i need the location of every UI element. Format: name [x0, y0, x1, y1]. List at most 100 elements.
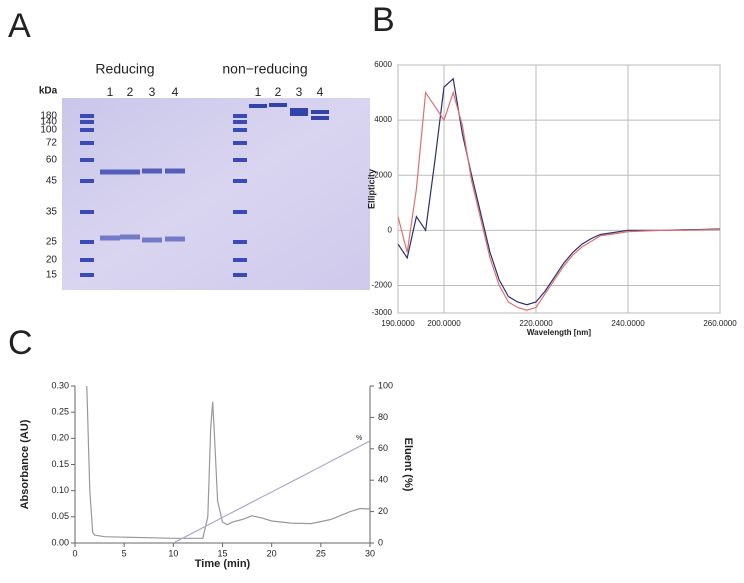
marker-label: 25 — [46, 237, 58, 248]
marker-label: 180 — [40, 111, 57, 122]
marker-band — [233, 128, 247, 132]
y2-tick-label: 20 — [378, 506, 388, 516]
lane-label: 1 — [255, 85, 262, 99]
marker-band — [233, 210, 247, 214]
y-tick-label: 0.20 — [51, 433, 69, 443]
protein-band — [165, 236, 185, 242]
lane-label: 3 — [296, 85, 303, 99]
marker-band — [233, 141, 247, 145]
y2-tick-label: 0 — [378, 537, 383, 547]
x-tick-label: 220.0000 — [519, 319, 553, 328]
data-line — [398, 90, 720, 311]
marker-label: 100 — [40, 125, 57, 136]
panel-label: C — [8, 324, 33, 362]
marker-band — [233, 158, 247, 162]
marker-band — [233, 273, 247, 277]
marker-label: 60 — [46, 155, 58, 166]
protein-band — [269, 103, 287, 107]
protein-band — [249, 104, 267, 108]
marker-band — [80, 258, 94, 262]
y-tick-label: 2000 — [374, 170, 392, 179]
y-tick-label: 0.05 — [51, 511, 69, 521]
lane-label: 1 — [107, 85, 114, 99]
unit-label: kDa — [39, 86, 58, 97]
protein-band — [290, 108, 308, 112]
x-tick-label: 15 — [217, 548, 227, 558]
y2-axis-label: Eluent (%) — [402, 438, 414, 492]
lane-label: 4 — [317, 85, 324, 99]
lane-label: 2 — [127, 85, 134, 99]
x-axis-label: Wavelength [nm] — [527, 328, 591, 337]
y2-tick-label: 40 — [378, 475, 388, 485]
gel-background — [62, 98, 370, 290]
x-tick-label: 10 — [168, 548, 178, 558]
y-tick-label: 6000 — [374, 60, 392, 69]
y-axis-label: Ellipticity — [366, 169, 376, 209]
marker-band — [233, 120, 247, 124]
annotation: % — [356, 435, 362, 442]
protein-band — [165, 168, 185, 174]
x-tick-label: 20 — [267, 548, 277, 558]
x-tick-label: 25 — [316, 548, 326, 558]
marker-band — [80, 120, 94, 124]
protein-band — [142, 168, 162, 174]
marker-band — [80, 114, 94, 118]
plot-frame — [397, 64, 721, 314]
hplc-chart: 0 5 10 15 20 25 30 0.00 0.05 0.10 0.15 0.20 0.25 0.30… — [19, 380, 414, 570]
cd-chart: 190.0000 200.0000 220.0000 240.0000 260.0000… — [366, 60, 737, 337]
lane-label: 3 — [149, 85, 156, 99]
protein-band — [100, 235, 120, 241]
data-line — [173, 440, 370, 543]
data-line — [398, 77, 720, 306]
lane-label: 2 — [275, 85, 282, 99]
group-label: Reducing — [95, 61, 154, 77]
marker-band — [80, 158, 94, 162]
protein-band — [120, 169, 140, 175]
marker-band — [233, 179, 247, 183]
group-label: non−reducing — [222, 61, 307, 77]
panel-label: B — [372, 1, 395, 39]
protein-band — [290, 112, 308, 116]
marker-band — [233, 114, 247, 118]
protein-band — [311, 110, 329, 114]
marker-label: 20 — [46, 255, 58, 266]
y-tick-label: 0 — [388, 225, 393, 234]
protein-band — [311, 116, 329, 120]
protein-band — [120, 234, 140, 240]
y-tick-label: 0.15 — [51, 459, 69, 469]
x-tick-label: 30 — [365, 548, 375, 558]
data-line — [86, 386, 370, 539]
marker-band — [80, 240, 94, 244]
y-tick-label: -2000 — [372, 281, 393, 290]
marker-label: 140 — [40, 117, 57, 128]
marker-label: 72 — [46, 138, 58, 149]
y2-tick-label: 80 — [378, 412, 388, 422]
x-axis-label: Time (min) — [195, 558, 251, 570]
y2-tick-label: 60 — [378, 443, 388, 453]
marker-band — [233, 240, 247, 244]
x-tick-label: 240.0000 — [611, 319, 645, 328]
marker-label: 35 — [46, 207, 58, 218]
lane-label: 4 — [172, 85, 179, 99]
x-tick-label: 0 — [72, 548, 77, 558]
x-tick-label: 190.0000 — [381, 319, 415, 328]
marker-band — [80, 128, 94, 132]
panel-label: A — [8, 7, 31, 45]
marker-band — [233, 258, 247, 262]
y-tick-label: 0.10 — [51, 485, 69, 495]
x-tick-label: 200.0000 — [427, 319, 461, 328]
marker-band — [80, 273, 94, 277]
x-tick-label: 260.0000 — [703, 319, 737, 328]
protein-band — [100, 169, 120, 175]
y-tick-label: 0.25 — [51, 407, 69, 417]
y-tick-label: 0.30 — [51, 380, 69, 390]
protein-band — [142, 237, 162, 243]
y2-tick-label: 100 — [378, 380, 393, 390]
x-tick-label: 5 — [122, 548, 127, 558]
marker-label: 45 — [46, 176, 58, 187]
y-tick-label: 0.00 — [51, 537, 69, 547]
y-tick-label: 4000 — [374, 115, 392, 124]
marker-label: 15 — [46, 270, 58, 281]
